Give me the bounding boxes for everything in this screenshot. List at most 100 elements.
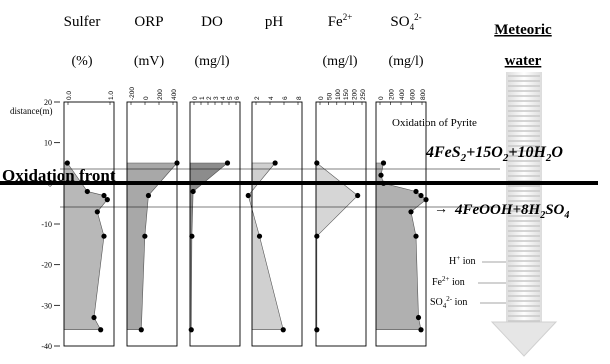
x-tick-label: 0 (318, 96, 325, 100)
panel-2: ORP (mV) -200 0 200 400 (126, 14, 180, 347)
panel-frame (189, 101, 241, 347)
panel-frame (315, 101, 367, 347)
panel-unit: (mg/l) (195, 54, 230, 69)
panel-unit: (mV) (134, 54, 165, 69)
data-point (413, 188, 419, 195)
panel-title: ORP (134, 14, 163, 30)
data-point (314, 160, 320, 166)
x-tick-label: 6 (234, 96, 241, 100)
data-point (423, 197, 429, 203)
data-point (418, 192, 424, 199)
data-point (142, 233, 148, 239)
x-tick-label: 0 (192, 96, 199, 100)
data-point (174, 160, 180, 166)
meteoric-label: Meteoric (494, 22, 552, 38)
x-tick-label: 5 (227, 96, 234, 100)
profile-area (375, 162, 427, 331)
h-ion-label: H+ ion (449, 254, 475, 267)
meteoric-water-arrow (490, 72, 558, 357)
profile-area (63, 162, 108, 331)
x-tick-label: 400 (171, 89, 178, 100)
data-point (418, 327, 424, 333)
data-point (101, 233, 107, 239)
water-label: water (505, 53, 542, 69)
panel-title: DO (201, 14, 223, 30)
x-tick-label: 0 (378, 96, 385, 100)
panel-unit: (mg/l) (389, 54, 424, 69)
ion-labels: H+ ion Fe2+ ion SO42- ion (430, 254, 506, 310)
x-tick-label: 150 (343, 89, 350, 100)
data-point (256, 233, 263, 239)
panel-title: pH (265, 14, 284, 30)
x-tick-label: 200 (157, 89, 164, 100)
x-tick-label: 200 (352, 89, 359, 100)
x-tick-label: 250 (360, 89, 367, 100)
panel-3: DO (mg/l) 0 1 2 3 4 5 6 (188, 14, 241, 347)
x-tick-label: 0.0 (66, 91, 73, 100)
x-tick-label: 6 (282, 96, 289, 100)
panel-6: SO42- (mg/l) 0 200 400 600 800 (375, 12, 429, 347)
data-point (413, 233, 419, 239)
data-point (378, 172, 384, 178)
x-tick-label: 4 (220, 96, 227, 100)
data-point (101, 192, 107, 199)
x-tick-label: 3 (213, 96, 220, 100)
panel-unit: (%) (72, 54, 93, 69)
so4-ion-label: SO42- ion (430, 295, 467, 310)
data-point (355, 192, 361, 199)
equation-pyrite: 4FeS2+15O2+10H2O (425, 144, 563, 164)
data-point (380, 160, 387, 166)
data-point (408, 209, 414, 215)
panel-unit: (mg/l) (323, 54, 358, 69)
panel-frame (126, 101, 178, 347)
profile-area (126, 162, 178, 331)
data-point (188, 327, 194, 333)
data-point (415, 314, 422, 321)
data-point (94, 209, 100, 215)
profile-area (247, 162, 284, 331)
x-tick-label: 1.0 (108, 91, 115, 100)
x-tick-label: 800 (420, 89, 427, 100)
oxidation-front-label: Oxidation front (2, 166, 116, 185)
x-tick-label: 2 (254, 96, 261, 100)
y-tick-label: -10 (41, 220, 52, 229)
profile-area (189, 162, 229, 331)
data-point (64, 160, 70, 166)
panel-4: pH 2 4 6 8 (245, 14, 303, 347)
x-tick-label: 100 (335, 89, 342, 100)
data-point (190, 188, 196, 195)
panel-title: SO42- (390, 12, 421, 32)
y-tick-label: 20 (44, 98, 52, 107)
data-point (98, 327, 104, 333)
x-tick-label: 50 (326, 92, 333, 100)
y-tick-label: -20 (41, 261, 52, 270)
x-tick-label: 600 (410, 89, 417, 100)
data-point (224, 160, 231, 166)
y-tick-label: 10 (44, 139, 52, 148)
data-point (189, 233, 195, 239)
data-point (145, 192, 152, 199)
oxidation-of-pyrite-label: Oxidation of Pyrite (392, 117, 477, 129)
y-tick-label: -30 (41, 301, 52, 310)
panel-title: Sulfer (64, 14, 101, 30)
x-tick-label: 1 (199, 96, 206, 100)
meteoric-water-label: Meteoric water (494, 22, 552, 69)
data-point (138, 327, 144, 333)
x-tick-label: 0 (143, 96, 150, 100)
x-tick-label: 200 (389, 89, 396, 100)
data-point (84, 188, 90, 195)
data-point (104, 197, 110, 203)
fe-ion-label: Fe2+ ion (432, 275, 465, 288)
panel-frame (251, 101, 303, 347)
data-point (280, 327, 286, 333)
data-point (314, 327, 320, 333)
data-point (245, 192, 251, 199)
x-tick-label: -200 (129, 87, 136, 100)
data-point (314, 233, 320, 239)
y-axis-label: distance(m) (10, 106, 52, 116)
panel-frame (63, 101, 115, 347)
profile-area (315, 162, 359, 331)
x-tick-label: 8 (296, 96, 303, 100)
data-point (91, 314, 97, 321)
